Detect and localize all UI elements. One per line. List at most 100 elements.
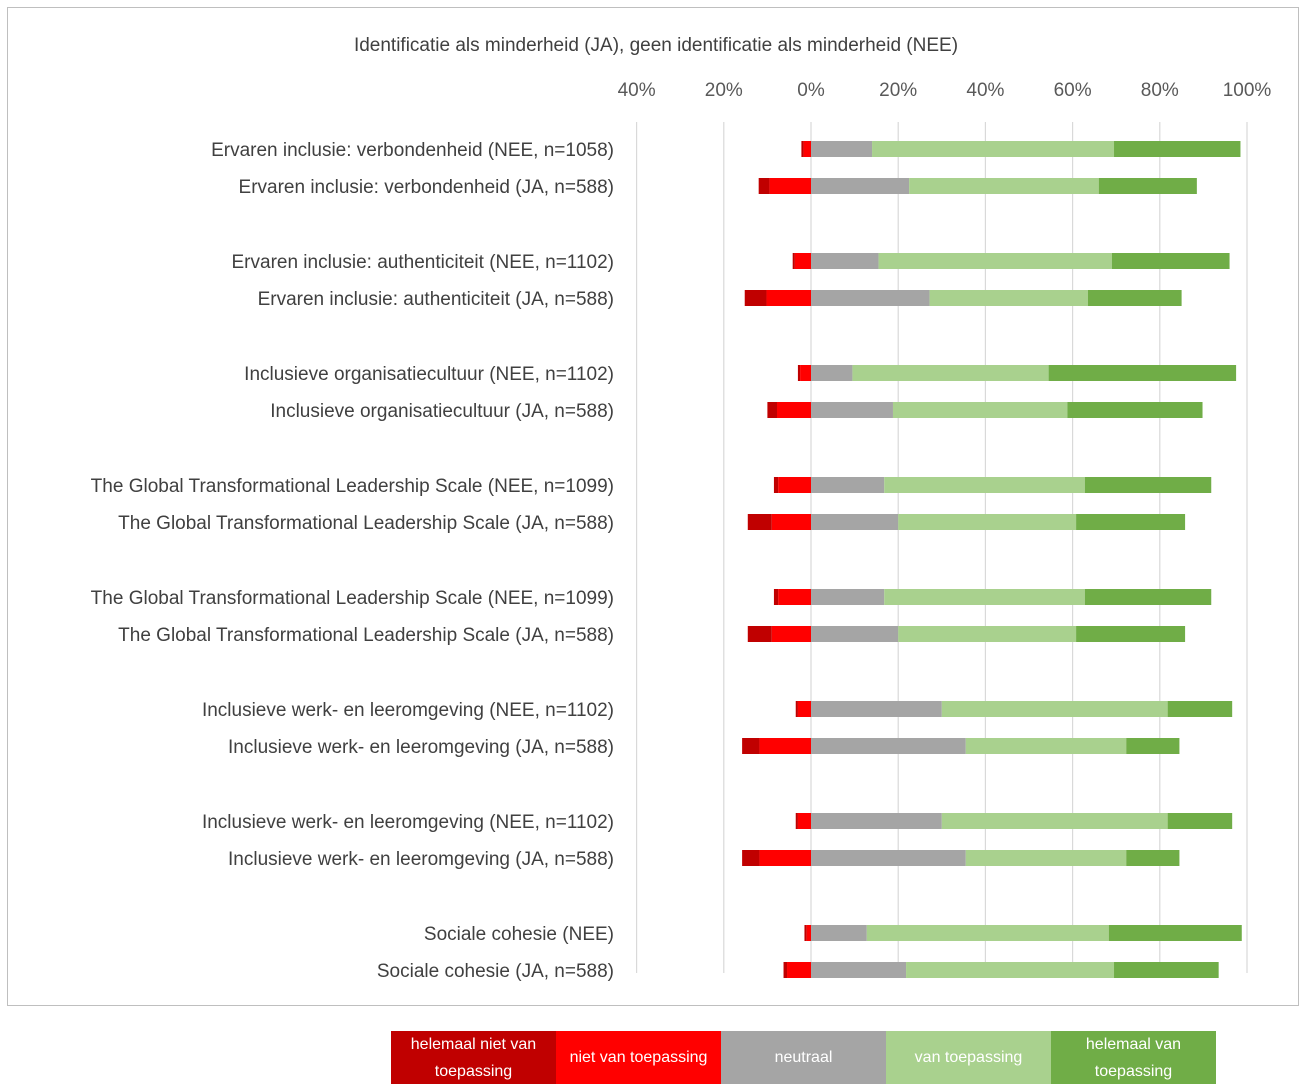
- bar-segment: [742, 738, 760, 754]
- bar-segment: [884, 477, 1085, 493]
- bar-segment: [898, 626, 1077, 642]
- category-label: The Global Transformational Leadership S…: [91, 588, 614, 609]
- bar-row: [792, 253, 1230, 269]
- legend: helemaal niet van toepassing niet van toe…: [391, 1031, 1216, 1084]
- bar-segment: [811, 626, 899, 642]
- bar-row: [797, 365, 1237, 381]
- x-tick-label: 20%: [879, 80, 917, 101]
- bar-segment: [771, 514, 811, 530]
- bar-segment: [797, 365, 801, 381]
- legend-item: neutraal: [721, 1031, 886, 1084]
- bar-segment: [804, 925, 807, 941]
- category-label: Inclusieve werk- en leeromgeving (JA, n=…: [228, 737, 614, 758]
- category-label: The Global Transformational Leadership S…: [118, 625, 614, 646]
- x-tick-label: 40%: [966, 80, 1004, 101]
- bar-segment: [1067, 402, 1203, 418]
- bar-segment: [811, 514, 899, 530]
- bar-segment: [1114, 141, 1241, 157]
- bar-segment: [929, 290, 1088, 306]
- bar-segment: [1126, 738, 1180, 754]
- bar-segment: [906, 962, 1115, 978]
- bars: [742, 141, 1242, 978]
- bar-segment: [811, 962, 907, 978]
- legend-item: niet van toepassing: [556, 1031, 721, 1084]
- bar-segment: [806, 925, 811, 941]
- x-tick-label: 100%: [1223, 80, 1272, 101]
- bar-segment: [965, 738, 1127, 754]
- bar-segment: [811, 589, 885, 605]
- bar-segment: [1084, 477, 1212, 493]
- bar-segment: [1108, 925, 1242, 941]
- category-label: Sociale cohesie (JA, n=588): [377, 961, 614, 982]
- x-tick-label: 60%: [1054, 80, 1092, 101]
- bar-row: [783, 962, 1219, 978]
- bar-segment: [811, 813, 942, 829]
- legend-item: van toepassing: [886, 1031, 1051, 1084]
- legend-item: helemaal van toepassing: [1051, 1031, 1216, 1084]
- bar-segment: [758, 178, 770, 194]
- bar-row: [773, 589, 1212, 605]
- bar-segment: [884, 589, 1085, 605]
- bar-segment: [792, 253, 795, 269]
- bar-segment: [800, 365, 811, 381]
- bar-segment: [852, 365, 1049, 381]
- bar-segment: [1167, 813, 1233, 829]
- bar-segment: [787, 962, 811, 978]
- bar-segment: [1084, 589, 1212, 605]
- bar-segment: [795, 701, 798, 717]
- bar-segment: [1167, 701, 1233, 717]
- bar-row: [747, 514, 1186, 530]
- category-label: Inclusieve werk- en leeromgeving (JA, n=…: [228, 849, 614, 870]
- bar-segment: [941, 701, 1168, 717]
- bar-segment: [769, 178, 811, 194]
- bar-segment: [759, 738, 811, 754]
- bar-segment: [742, 850, 760, 866]
- category-label: Inclusieve werk- en leeromgeving (NEE, n…: [202, 700, 614, 721]
- bar-segment: [872, 141, 1115, 157]
- category-label: Ervaren inclusie: authenticiteit (NEE, n…: [232, 252, 615, 273]
- bar-segment: [941, 813, 1168, 829]
- category-label: Ervaren inclusie: verbondenheid (NEE, n=…: [211, 140, 614, 161]
- legend-label: niet van toepassing: [569, 1049, 708, 1066]
- bar-segment: [778, 477, 811, 493]
- bar-segment: [878, 253, 1112, 269]
- bar-segment: [803, 141, 811, 157]
- bar-segment: [811, 253, 879, 269]
- bar-row: [744, 290, 1182, 306]
- bar-segment: [1126, 850, 1180, 866]
- category-label: Inclusieve organisatiecultuur (JA, n=588…: [270, 401, 614, 422]
- bar-row: [758, 178, 1197, 194]
- x-tick-label: 40%: [618, 80, 656, 101]
- category-label: The Global Transformational Leadership S…: [91, 476, 614, 497]
- legend-label: van toepassing: [914, 1049, 1023, 1066]
- bar-row: [795, 813, 1233, 829]
- bar-row: [742, 850, 1180, 866]
- bar-segment: [1048, 365, 1237, 381]
- bar-segment: [1098, 178, 1197, 194]
- bar-segment: [898, 514, 1077, 530]
- category-labels: Ervaren inclusie: verbondenheid (NEE, n=…: [91, 140, 614, 982]
- bar-row: [747, 626, 1186, 642]
- legend-label: helemaal niet van toepassing: [410, 1035, 537, 1080]
- chart-title: Identificatie als minderheid (JA), geen …: [354, 35, 958, 56]
- bar-segment: [744, 290, 767, 306]
- category-label: Inclusieve werk- en leeromgeving (NEE, n…: [202, 812, 614, 833]
- bar-segment: [811, 290, 930, 306]
- bar-segment: [811, 738, 966, 754]
- category-label: Inclusieve organisatiecultuur (NEE, n=11…: [244, 364, 614, 385]
- x-tick-label: 20%: [705, 80, 743, 101]
- bar-segment: [811, 925, 867, 941]
- gridlines: [635, 122, 1248, 973]
- bar-row: [742, 738, 1180, 754]
- bar-row: [795, 701, 1233, 717]
- bar-segment: [892, 402, 1068, 418]
- bar-segment: [811, 402, 893, 418]
- bar-segment: [1076, 626, 1186, 642]
- x-tick-label: 0%: [797, 80, 825, 101]
- bar-segment: [1111, 253, 1230, 269]
- bar-segment: [795, 813, 798, 829]
- bar-row: [804, 925, 1242, 941]
- bar-row: [767, 402, 1203, 418]
- legend-item: helemaal niet van toepassing: [391, 1031, 556, 1084]
- bar-segment: [811, 701, 942, 717]
